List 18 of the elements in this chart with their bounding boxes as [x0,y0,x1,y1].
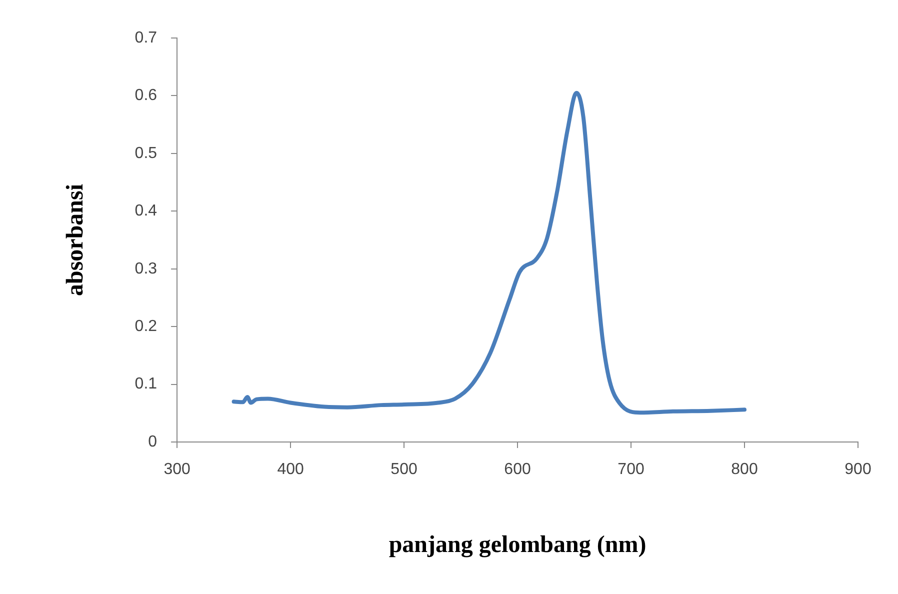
y-tick-label: 0.3 [134,260,158,278]
y-tick-label: 0.1 [134,376,158,393]
x-tick-label: 300 [164,461,190,478]
y-tick-label: 0.5 [134,144,158,162]
y-tick-label: 0 [148,433,158,450]
x-tick-label: 500 [390,461,418,478]
line-series [232,90,747,415]
y-tick-label: 0.4 [134,202,158,220]
y-tick-label: 0.7 [134,29,158,46]
x-tick-label: 600 [504,461,531,478]
x-tick-label: 400 [277,461,304,478]
x-tick-label: 800 [731,461,758,478]
y-tick-label: 0.6 [134,87,158,104]
y-axis-title: absorbansi [62,184,89,296]
x-axis-title: panjang gelombang (nm) [388,532,646,558]
x-tick-label: 900 [844,461,872,478]
x-tick-label: 700 [618,461,644,478]
y-tick-label: 0.2 [134,318,158,335]
